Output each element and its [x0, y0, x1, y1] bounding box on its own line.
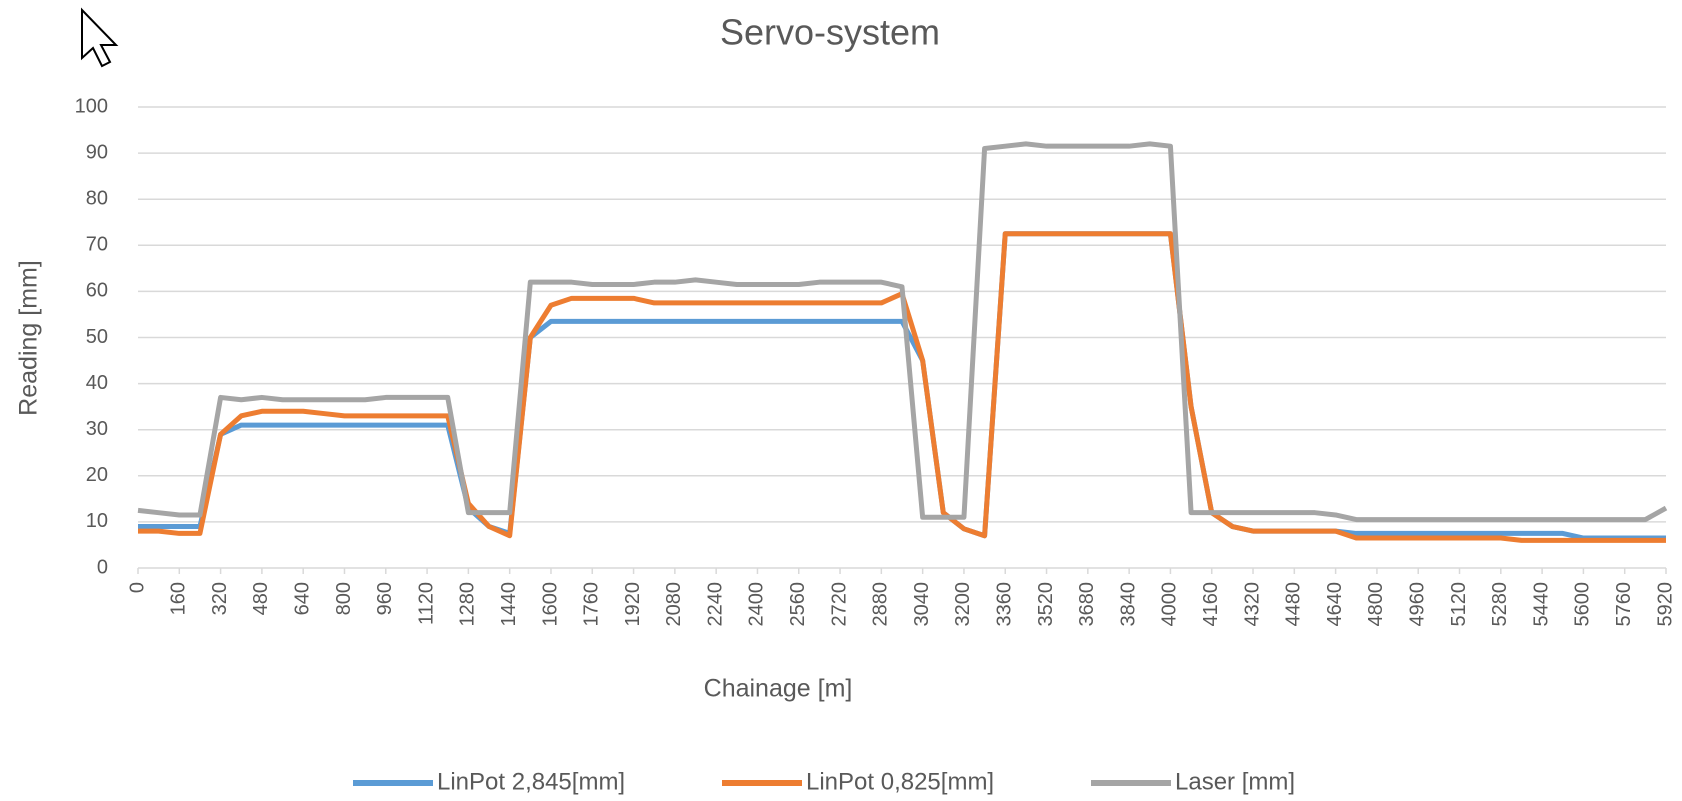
- x-tick-label: 800: [333, 582, 355, 615]
- x-tick-label: 5920: [1654, 582, 1676, 627]
- x-tick-label: 2880: [870, 582, 892, 627]
- x-tick-label: 4960: [1406, 582, 1428, 627]
- x-tick-label: 2720: [828, 582, 850, 627]
- x-tick-label: 4320: [1241, 582, 1263, 627]
- x-tick-label: 4480: [1283, 582, 1305, 627]
- chart-title: Servo-system: [720, 12, 940, 53]
- series-line: [138, 231, 1666, 543]
- y-tick-label: 0: [97, 556, 108, 578]
- x-axis-title: Chainage [m]: [704, 675, 853, 703]
- y-tick-label: 90: [86, 141, 108, 163]
- x-tick-label: 2560: [787, 582, 809, 627]
- x-tick-label: 1120: [415, 582, 437, 625]
- legend-label: LinPot 0,825[mm]: [806, 768, 994, 795]
- x-tick-label: 2080: [663, 582, 685, 627]
- y-tick-label: 70: [86, 234, 108, 256]
- x-tick-label: 320: [209, 582, 231, 615]
- x-tick-label: 960: [374, 582, 396, 615]
- y-tick-label: 100: [75, 95, 108, 117]
- x-tick-label: 5760: [1613, 582, 1635, 627]
- x-tick-label: 3840: [1117, 582, 1139, 627]
- x-tick-label: 5440: [1530, 582, 1552, 627]
- cursor: [81, 7, 119, 68]
- x-tick-label: 1600: [539, 582, 561, 627]
- x-tick-label: 3680: [1076, 582, 1098, 627]
- x-tick-label: 0: [126, 582, 148, 593]
- y-tick-label: 50: [86, 326, 108, 348]
- x-tick-label: 3360: [994, 582, 1016, 627]
- x-tick-label: 1920: [622, 582, 644, 627]
- x-tick-label: 5280: [1489, 582, 1511, 627]
- x-tick-label: 4800: [1365, 582, 1387, 627]
- x-tick-label: 1440: [498, 582, 520, 627]
- x-tick-label: 4160: [1200, 582, 1222, 627]
- x-tick-label: 160: [168, 582, 190, 615]
- x-tick-label: 1280: [457, 582, 479, 627]
- x-tick-label: 5600: [1572, 582, 1594, 627]
- series-line: [138, 231, 1666, 541]
- x-tick-label: 5120: [1448, 582, 1470, 627]
- x-tick-label: 3040: [911, 582, 933, 627]
- x-tick-label: 1760: [581, 582, 603, 627]
- y-tick-label: 80: [86, 187, 108, 209]
- x-tick-label: 4640: [1324, 582, 1346, 627]
- x-tick-label: 3200: [952, 582, 974, 627]
- x-tick-label: 3520: [1035, 582, 1057, 627]
- x-tick-label: 2400: [746, 582, 768, 627]
- y-tick-label: 20: [86, 464, 108, 486]
- x-tick-label: 640: [291, 582, 313, 615]
- y-tick-label: 60: [86, 280, 108, 302]
- legend-label: LinPot 2,845[mm]: [437, 768, 625, 795]
- series-line: [137, 141, 1668, 523]
- y-tick-label: 30: [86, 418, 108, 440]
- y-tick-label: 10: [86, 510, 108, 532]
- legend-label: Laser [mm]: [1175, 768, 1295, 795]
- x-tick-label: 480: [250, 582, 272, 615]
- x-tick-label: 4000: [1159, 582, 1181, 627]
- y-axis-title: Reading [mm]: [15, 260, 43, 416]
- x-tick-label: 2240: [704, 582, 726, 627]
- y-tick-label: 40: [86, 372, 108, 394]
